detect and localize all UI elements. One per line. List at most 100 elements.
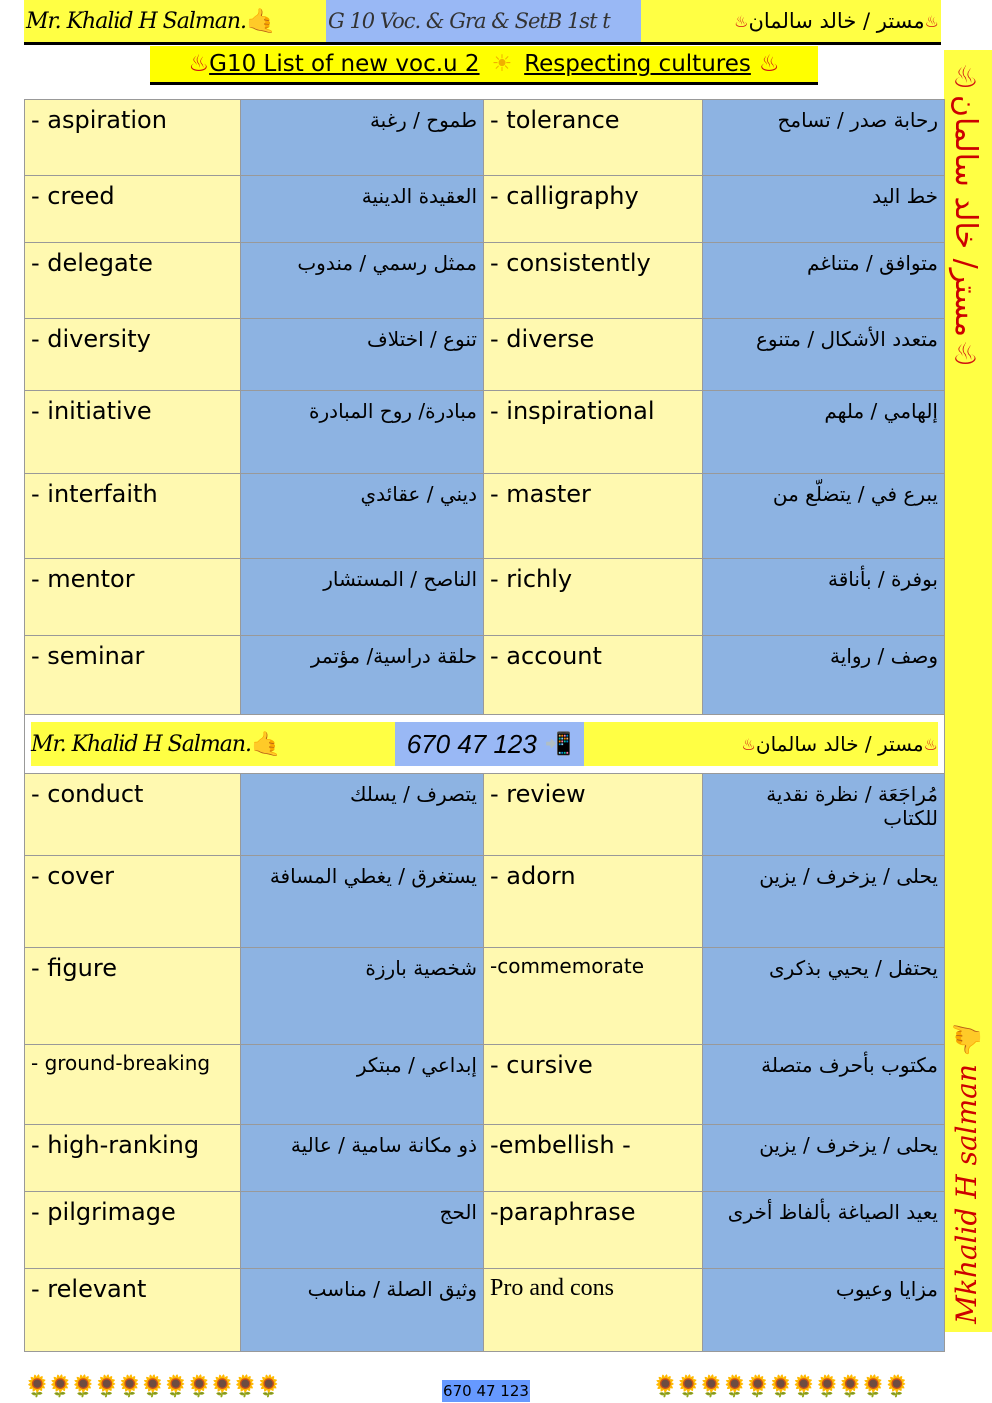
english-word: - master	[483, 473, 703, 559]
english-word: - cursive	[483, 1044, 703, 1125]
arabic-meaning: ممثل رسمي / مندوب	[240, 242, 484, 319]
sun-icon: ☀	[491, 51, 513, 77]
banner-phone: 670 47 123	[406, 728, 537, 759]
vocab-row: - aspiration طموح / رغبة - tolerance رحابة …	[24, 99, 945, 176]
english-word: - high-ranking	[24, 1124, 241, 1192]
arabic-meaning: خط اليد	[702, 175, 945, 243]
header-arabic-name: مستر / خالد سالمان	[748, 9, 925, 33]
arabic-meaning: بوفرة / بأناقة	[702, 558, 945, 636]
arabic-meaning: يحلى / يزخرف / يزين	[702, 1124, 945, 1192]
vocab-row: - interfaith ديني / عقائدي - master يبرع في…	[24, 473, 945, 559]
side-arabic-name: ♨مستر/ خالد سالمان♨	[948, 60, 983, 373]
title-part2: Respecting cultures	[524, 51, 751, 77]
flame-icon: ♨	[758, 51, 780, 77]
vocabulary-table: - aspiration طموح / رغبة - tolerance رحابة …	[24, 99, 945, 1352]
english-word: - initiative	[24, 390, 241, 474]
arabic-meaning: يستغرق / يغطي المسافة	[240, 855, 484, 948]
arabic-meaning: مبادرة/ روح المبادرة	[240, 390, 484, 474]
english-word: - inspirational	[483, 390, 703, 474]
arabic-meaning: ذو مكانة سامية / عالية	[240, 1124, 484, 1192]
arabic-meaning: متوافق / متناغم	[702, 242, 945, 319]
header-course-cell: G 10 Voc. & Gra & SetB 1st t	[326, 0, 641, 42]
arabic-meaning: إلهامي / ملهم	[702, 390, 945, 474]
english-word: - adorn	[483, 855, 703, 948]
english-word: - relevant	[24, 1268, 241, 1352]
header-arabic-cell: ♨ مستر / خالد سالمان ♨	[641, 0, 941, 42]
footer-phone: 670 47 123	[442, 1380, 530, 1402]
english-word: -paraphrase	[483, 1191, 703, 1269]
mobile-phone-arrow-icon: 📲	[544, 731, 573, 757]
page-title: ♨ G10 List of new voc.u 2 ☀ Respecting c…	[150, 46, 818, 85]
header-signature: Mr. Khalid H Salman.	[26, 8, 247, 34]
arabic-meaning: وثيق الصلة / مناسب	[240, 1268, 484, 1352]
english-word: -commemorate	[483, 947, 703, 1045]
vocab-row: - delegate ممثل رسمي / مندوب - consistentl…	[24, 242, 945, 319]
call-me-hand-icon: 🤙	[251, 730, 281, 758]
vocab-row: - cover يستغرق / يغطي المسافة - adorn يحلى …	[24, 855, 945, 948]
vocab-row: - diversity تنوع / اختلاف - diverse متعدد ا…	[24, 318, 945, 391]
english-word: - diversity	[24, 318, 241, 391]
header-course: G 10 Voc. & Gra & SetB 1st t	[328, 9, 611, 33]
english-word: -embellish -	[483, 1124, 703, 1192]
sunflower-row-left: 🌻🌻🌻🌻🌻🌻🌻🌻🌻🌻🌻	[24, 1374, 282, 1398]
call-me-hand-icon: 🤙	[246, 7, 276, 35]
page-header: Mr. Khalid H Salman. 🤙 G 10 Voc. & Gra &…	[24, 0, 941, 45]
english-word: - diverse	[483, 318, 703, 391]
vocab-row: - pilgrimage الحج -paraphrase يعيد الصياغة …	[24, 1191, 945, 1269]
flame-icon: ♨	[741, 734, 756, 754]
title-part1: G10 List of new voc.u 2	[209, 51, 480, 77]
contact-banner: Mr. Khalid H Salman. 🤙 670 47 123 📲 ♨ مستر / …	[24, 714, 945, 774]
arabic-meaning: العقيدة الدينية	[240, 175, 484, 243]
flame-icon: ♨	[188, 51, 210, 77]
english-word: - pilgrimage	[24, 1191, 241, 1269]
english-word: - conduct	[24, 773, 241, 856]
arabic-meaning: الحج	[240, 1191, 484, 1269]
english-word: - account	[483, 635, 703, 715]
banner-signature: Mr. Khalid H Salman.	[31, 731, 252, 757]
vocab-row: - creed العقيدة الدينية - calligraphy خط ال…	[24, 175, 945, 243]
arabic-meaning: متعدد الأشكال / متنوع	[702, 318, 945, 391]
arabic-meaning: رحابة صدر / تسامح	[702, 99, 945, 176]
vocab-row: - high-ranking ذو مكانة سامية / عالية -emb…	[24, 1124, 945, 1192]
page-footer: 🌻🌻🌻🌻🌻🌻🌻🌻🌻🌻🌻 670 47 123 🌻🌻🌻🌻🌻🌻🌻🌻🌻🌻🌻	[0, 1374, 992, 1402]
english-word: - interfaith	[24, 473, 241, 559]
flame-icon: ♨	[923, 734, 938, 754]
banner-phone-cell: 670 47 123 📲	[395, 722, 584, 766]
arabic-meaning: إبداعي / مبتكر	[240, 1044, 484, 1125]
arabic-meaning: يحلى / يزخرف / يزين	[702, 855, 945, 948]
english-word: - consistently	[483, 242, 703, 319]
header-signature-cell: Mr. Khalid H Salman. 🤙	[24, 0, 326, 42]
arabic-meaning: شخصية بارزة	[240, 947, 484, 1045]
arabic-meaning: طموح / رغبة	[240, 99, 484, 176]
vocab-row: - conduct يتصرف / يسلك - review مُراجَعَة /…	[24, 773, 945, 856]
vocab-row: - ground-breaking إبداعي / مبتكر - cursive…	[24, 1044, 945, 1125]
arabic-meaning: مكتوب بأحرف متصلة	[702, 1044, 945, 1125]
english-word: - tolerance	[483, 99, 703, 176]
arabic-meaning: يبرع في / يتضلّع من	[702, 473, 945, 559]
contact-banner-row: Mr. Khalid H Salman. 🤙 670 47 123 📲 ♨ مستر / …	[24, 714, 945, 774]
vocab-row: - figure شخصية بارزة -commemorate يحتفل / ي…	[24, 947, 945, 1045]
english-word: - figure	[24, 947, 241, 1045]
flame-icon: ♨	[734, 11, 749, 31]
banner-signature-cell: Mr. Khalid H Salman. 🤙	[31, 722, 395, 766]
english-word: - seminar	[24, 635, 241, 715]
banner-arabic-cell: ♨ مستر / خالد سالمان ♨	[584, 722, 938, 766]
arabic-meaning: الناصح / المستشار	[240, 558, 484, 636]
english-word: - delegate	[24, 242, 241, 319]
arabic-meaning: ديني / عقائدي	[240, 473, 484, 559]
vocab-row: - initiative مبادرة/ روح المبادرة - inspir…	[24, 390, 945, 474]
english-word: - cover	[24, 855, 241, 948]
side-banner: ♨مستر/ خالد سالمان♨ Mkhalid H salman 🤙	[944, 50, 992, 1332]
arabic-meaning: مزايا وعيوب	[702, 1268, 945, 1352]
sunflower-row-right: 🌻🌻🌻🌻🌻🌻🌻🌻🌻🌻🌻	[652, 1374, 910, 1398]
vocab-row: - mentor الناصح / المستشار - richly بوفرة /…	[24, 558, 945, 636]
english-word: Pro and cons	[483, 1268, 703, 1352]
english-word: - creed	[24, 175, 241, 243]
english-word: - review	[483, 773, 703, 856]
flame-icon: ♨	[924, 11, 939, 31]
arabic-meaning: يتصرف / يسلك	[240, 773, 484, 856]
arabic-meaning: مُراجَعَة / نظرة نقدية للكتاب	[702, 773, 945, 856]
banner-arabic-name: مستر / خالد سالمان	[755, 732, 924, 756]
side-signature: Mkhalid H salman 🤙	[950, 1021, 983, 1324]
english-word: - mentor	[24, 558, 241, 636]
